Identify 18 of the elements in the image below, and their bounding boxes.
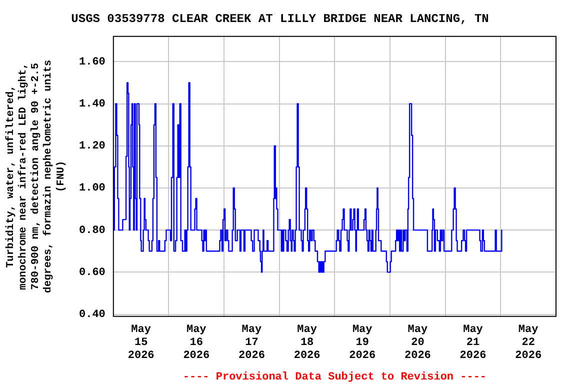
y-tick-label: 1.60 [79, 56, 106, 68]
x-tick-label: May 17 2026 [238, 324, 265, 362]
y-axis-title: Turbidity, water, unfiltered, monochrome near infra-red LED light, 780-900 nm, detection angle 90 +-2.5 degrees, formazin nephelometric units (FNU) [4, 60, 68, 293]
y-tick-label: 0.80 [79, 224, 106, 237]
y-tick-label: 1.00 [79, 182, 106, 195]
text: ---- Provisional Data Subject to Revision ---- [182, 371, 487, 384]
x-tick-label: May 22 2026 [515, 324, 542, 362]
y-tick-label: 0.40 [79, 309, 106, 322]
x-tick-label: May 20 2026 [404, 324, 431, 362]
x-tick-label: May 18 2026 [294, 324, 320, 362]
y-tick-label: 1.20 [79, 140, 106, 153]
x-tick-label: May 19 2026 [349, 324, 376, 362]
y-tick-label: 1.40 [79, 98, 106, 111]
x-tick-label: May 16 2026 [183, 324, 210, 362]
x-tick-label: May 21 2026 [460, 324, 486, 362]
y-tick-label: 0.60 [79, 266, 106, 279]
x-tick-label: May 15 2026 [128, 324, 154, 362]
chart-title: USGS 03539778 CLEAR CREEK AT LILLY BRIDGE NEAR LANCING, TN [71, 12, 489, 26]
